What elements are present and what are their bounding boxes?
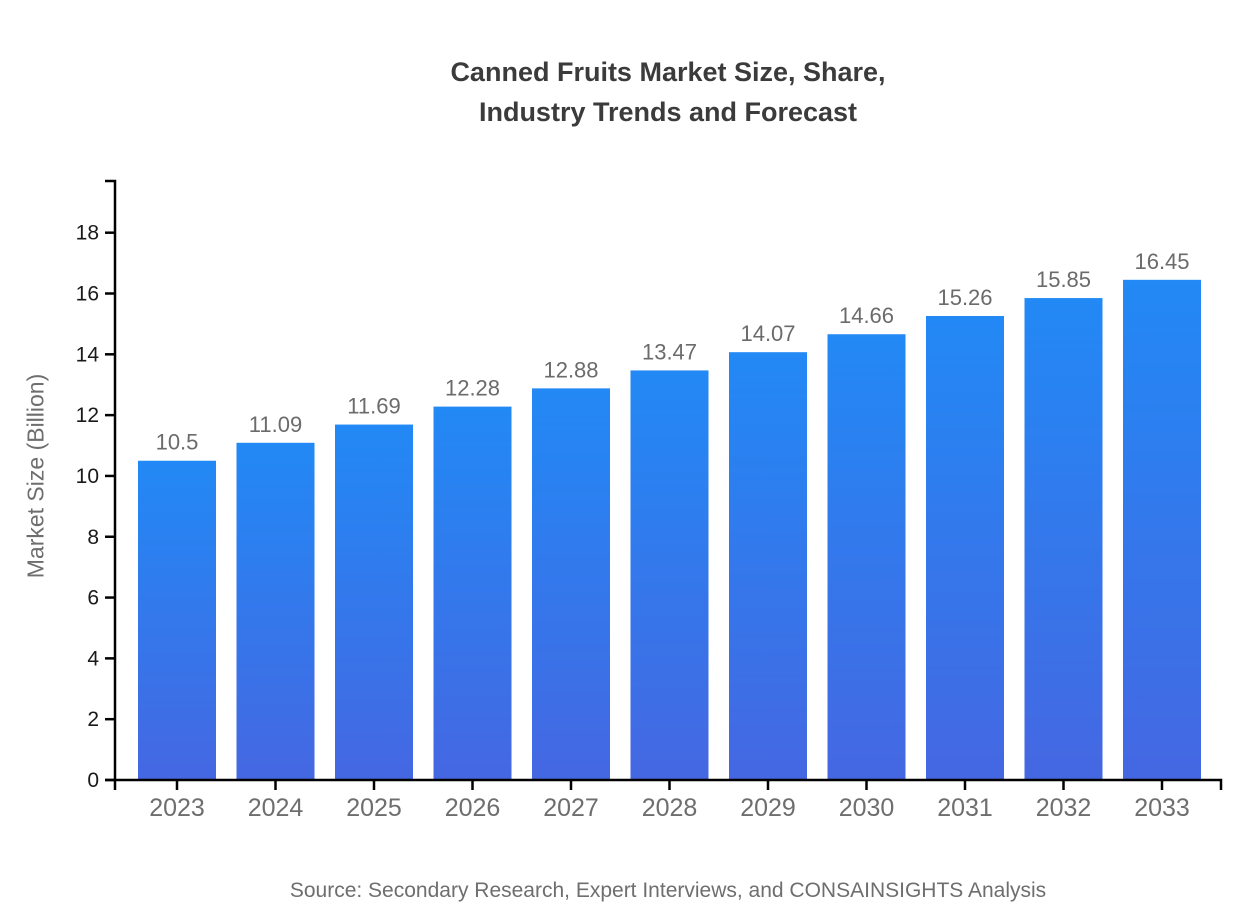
chart-title-line-1: Canned Fruits Market Size, Share, — [450, 57, 886, 87]
bar-2031 — [926, 316, 1004, 780]
y-axis-line — [105, 179, 117, 782]
bar-2029 — [729, 352, 807, 780]
chart-title-line-2: Industry Trends and Forecast — [478, 97, 858, 127]
bar-value-label-2029: 14.07 — [740, 321, 795, 346]
y-tick-label-4: 4 — [87, 647, 99, 670]
bar-value-label-2025: 11.69 — [347, 394, 400, 419]
chart-title: Canned Fruits Market Size, Share, Indust… — [115, 52, 1221, 132]
y-tick-label-6: 6 — [87, 587, 99, 610]
source-note: Source: Secondary Research, Expert Inter… — [289, 879, 1047, 902]
bar-2032 — [1024, 298, 1103, 780]
bar-2023 — [138, 460, 216, 780]
x-tick-label-2027: 2027 — [543, 794, 599, 822]
x-tick-label-2029: 2029 — [740, 794, 796, 822]
x-tick-label-2033: 2033 — [1134, 794, 1190, 822]
bar-2030 — [827, 334, 906, 780]
x-tick-label-2031: 2031 — [937, 794, 993, 822]
bar-value-label-2024: 11.09 — [249, 412, 302, 437]
y-tick-label-8: 8 — [87, 526, 99, 549]
bar-2028 — [630, 370, 709, 780]
y-tick-label-0: 0 — [87, 769, 99, 792]
bar-2025 — [335, 424, 413, 780]
y-tick-label-2: 2 — [87, 708, 99, 731]
bar-2026 — [433, 406, 512, 780]
bar-value-label-2030: 14.66 — [839, 303, 894, 328]
bar-value-label-2027: 12.88 — [543, 357, 598, 382]
x-tick-label-2028: 2028 — [642, 794, 698, 822]
bar-2027 — [532, 388, 610, 780]
bar-value-label-2031: 15.26 — [937, 285, 992, 310]
bar-value-label-2026: 12.28 — [445, 376, 500, 401]
bar-value-label-2028: 13.47 — [642, 339, 697, 364]
y-tick-label-16: 16 — [76, 283, 99, 306]
bar-2033 — [1123, 279, 1201, 780]
x-tick-label-2024: 2024 — [248, 794, 304, 822]
y-tick-label-12: 12 — [76, 404, 99, 427]
y-tick-label-14: 14 — [76, 343, 100, 366]
bar-value-label-2032: 15.85 — [1036, 267, 1091, 292]
bar-value-label-2033: 16.45 — [1134, 249, 1189, 274]
x-tick-label-2026: 2026 — [445, 794, 501, 822]
x-axis-line — [113, 778, 1223, 790]
bar-2024 — [236, 442, 315, 780]
x-tick-label-2023: 2023 — [149, 794, 205, 822]
bar-value-label-2023: 10.5 — [156, 430, 199, 455]
y-tick-label-18: 18 — [76, 222, 99, 245]
x-tick-label-2032: 2032 — [1036, 794, 1092, 822]
x-tick-label-2025: 2025 — [346, 794, 402, 822]
x-tick-label-2030: 2030 — [839, 794, 895, 822]
y-tick-label-10: 10 — [76, 465, 99, 488]
